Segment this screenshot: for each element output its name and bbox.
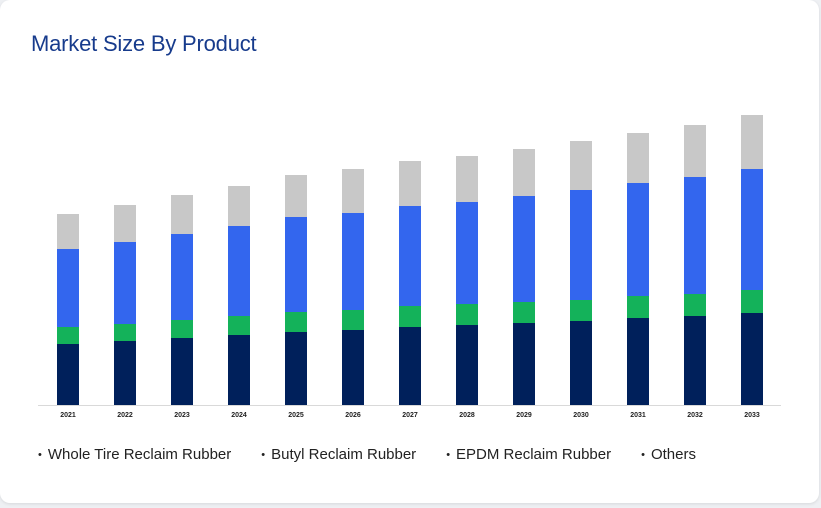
bar-segment-2023-epdm-reclaim-rubber bbox=[171, 234, 193, 320]
legend-label: Butyl Reclaim Rubber bbox=[271, 446, 417, 463]
x-tick-label: 2029 bbox=[516, 412, 532, 419]
x-tick-label: 2024 bbox=[231, 412, 247, 419]
x-tick-label: 2026 bbox=[345, 412, 361, 419]
bar-segment-2027-butyl-reclaim-rubber bbox=[399, 306, 421, 327]
bar-segment-2021-whole-tire-reclaim-rubber bbox=[57, 344, 79, 405]
bar-segment-2028-epdm-reclaim-rubber bbox=[456, 202, 478, 304]
chart-title: Market Size By Product bbox=[31, 31, 257, 56]
bar-segment-2027-whole-tire-reclaim-rubber bbox=[399, 327, 421, 405]
bar-segment-2030-whole-tire-reclaim-rubber bbox=[570, 321, 592, 405]
bar-segment-2026-butyl-reclaim-rubber bbox=[342, 310, 364, 330]
bar-segment-2026-whole-tire-reclaim-rubber bbox=[342, 330, 364, 405]
bar-segment-2025-epdm-reclaim-rubber bbox=[285, 217, 307, 312]
bar-segment-2033-butyl-reclaim-rubber bbox=[741, 290, 763, 313]
bar-segment-2022-others bbox=[114, 205, 136, 242]
bar-segment-2032-others bbox=[684, 125, 706, 177]
x-tick-label: 2031 bbox=[630, 412, 646, 419]
legend-label: EPDM Reclaim Rubber bbox=[456, 446, 612, 463]
legend-label: Whole Tire Reclaim Rubber bbox=[47, 446, 232, 463]
x-tick-label: 2027 bbox=[402, 412, 418, 419]
bar-segment-2024-butyl-reclaim-rubber bbox=[228, 316, 250, 335]
bar-segment-2033-others bbox=[741, 115, 763, 169]
bar-segment-2032-epdm-reclaim-rubber bbox=[684, 177, 706, 294]
bar-segment-2033-whole-tire-reclaim-rubber bbox=[741, 313, 763, 405]
bar-segment-2021-epdm-reclaim-rubber bbox=[57, 249, 79, 327]
bullet-icon: • bbox=[446, 448, 451, 461]
x-tick-label: 2022 bbox=[117, 412, 133, 419]
bar-segment-2021-others bbox=[57, 214, 79, 249]
bar-segment-2025-whole-tire-reclaim-rubber bbox=[285, 332, 307, 405]
legend-item-whole-tire: • Whole Tire Reclaim Rubber bbox=[38, 446, 231, 463]
x-ticks-group: 2021 2022 2023 2024 2025 2026 2027 2028 2029 2030… bbox=[60, 412, 760, 419]
bar-segment-2028-butyl-reclaim-rubber bbox=[456, 304, 478, 325]
bar-segment-2027-others bbox=[399, 161, 421, 206]
legend-item-epdm: • EPDM Reclaim Rubber bbox=[446, 446, 611, 463]
bar-segment-2024-epdm-reclaim-rubber bbox=[228, 226, 250, 316]
x-tick-label: 2028 bbox=[459, 412, 475, 419]
bar-segment-2032-butyl-reclaim-rubber bbox=[684, 294, 706, 316]
bar-segment-2023-whole-tire-reclaim-rubber bbox=[171, 338, 193, 405]
bar-segment-2028-whole-tire-reclaim-rubber bbox=[456, 325, 478, 405]
bar-segment-2030-epdm-reclaim-rubber bbox=[570, 190, 592, 300]
bar-segment-2031-whole-tire-reclaim-rubber bbox=[627, 318, 649, 405]
bar-segment-2028-others bbox=[456, 156, 478, 202]
bar-segment-2029-epdm-reclaim-rubber bbox=[513, 196, 535, 302]
bar-segment-2022-butyl-reclaim-rubber bbox=[114, 324, 136, 341]
bar-segment-2024-whole-tire-reclaim-rubber bbox=[228, 335, 250, 405]
bars-group bbox=[57, 115, 763, 405]
bar-segment-2023-butyl-reclaim-rubber bbox=[171, 320, 193, 338]
bar-segment-2031-butyl-reclaim-rubber bbox=[627, 296, 649, 318]
bullet-icon: • bbox=[38, 448, 42, 461]
bar-segment-2025-butyl-reclaim-rubber bbox=[285, 312, 307, 332]
bar-segment-2031-epdm-reclaim-rubber bbox=[627, 183, 649, 296]
legend-label: Others bbox=[650, 446, 696, 463]
legend-item-butyl: • Butyl Reclaim Rubber bbox=[261, 446, 416, 463]
bar-segment-2022-epdm-reclaim-rubber bbox=[114, 242, 136, 324]
x-tick-label: 2030 bbox=[573, 412, 589, 419]
bar-segment-2026-epdm-reclaim-rubber bbox=[342, 213, 364, 310]
bar-segment-2029-butyl-reclaim-rubber bbox=[513, 302, 535, 323]
legend-item-others: • Others bbox=[641, 446, 696, 463]
bar-segment-2030-others bbox=[570, 141, 592, 190]
bar-segment-2024-others bbox=[228, 186, 250, 226]
x-tick-label: 2033 bbox=[744, 412, 760, 419]
bullet-icon: • bbox=[261, 448, 266, 461]
bar-segment-2031-others bbox=[627, 133, 649, 183]
x-tick-label: 2025 bbox=[288, 412, 304, 419]
x-tick-label: 2021 bbox=[60, 412, 76, 419]
bar-segment-2022-whole-tire-reclaim-rubber bbox=[114, 341, 136, 405]
bar-segment-2033-epdm-reclaim-rubber bbox=[741, 169, 763, 290]
bar-segment-2030-butyl-reclaim-rubber bbox=[570, 300, 592, 321]
x-tick-label: 2023 bbox=[174, 412, 190, 419]
bar-segment-2032-whole-tire-reclaim-rubber bbox=[684, 316, 706, 405]
legend: • Whole Tire Reclaim Rubber • Butyl Recl… bbox=[38, 446, 726, 463]
bar-segment-2025-others bbox=[285, 175, 307, 217]
bar-segment-2026-others bbox=[342, 169, 364, 213]
bar-segment-2021-butyl-reclaim-rubber bbox=[57, 327, 79, 344]
bar-segment-2023-others bbox=[171, 195, 193, 234]
bar-segment-2027-epdm-reclaim-rubber bbox=[399, 206, 421, 306]
bar-segment-2029-whole-tire-reclaim-rubber bbox=[513, 323, 535, 405]
bullet-icon: • bbox=[641, 448, 645, 461]
bar-segment-2029-others bbox=[513, 149, 535, 196]
x-tick-label: 2032 bbox=[687, 412, 703, 419]
